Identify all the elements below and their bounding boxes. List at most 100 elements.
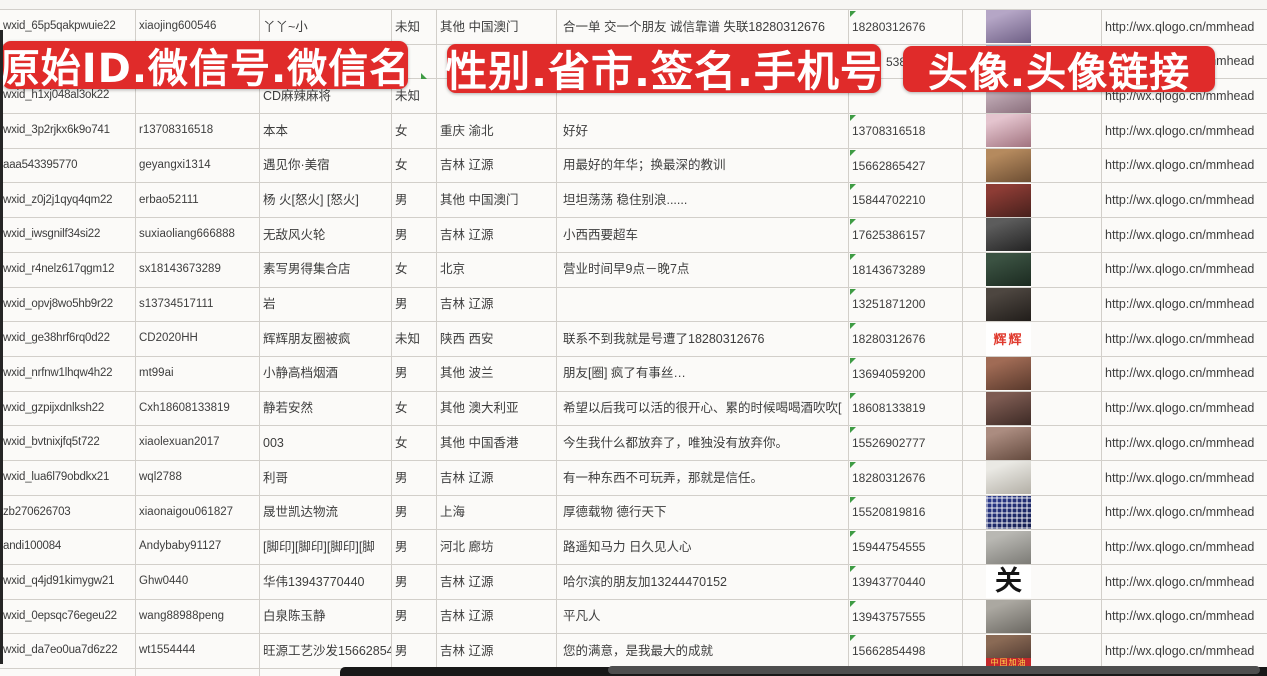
cell-original-id[interactable]: wxid_nrfnw1lhqw4h22 <box>0 356 136 391</box>
cell-wechat-name[interactable]: 丫丫~小 <box>260 10 392 44</box>
cell-region[interactable]: 吉林 辽源 <box>437 218 557 252</box>
cell-phone[interactable]: 18143673289 <box>849 252 963 287</box>
cell-gender[interactable]: 男 <box>392 287 437 322</box>
cell-wechat-id[interactable]: wang88988peng <box>136 599 260 634</box>
cell-original-id[interactable]: wxid_65p5qakpwuie22 <box>0 10 136 44</box>
cell-signature[interactable]: 营业时间早9点－晚7点 <box>557 252 849 287</box>
cell-region[interactable]: 吉林 辽源 <box>437 287 557 322</box>
cell-phone[interactable]: 15520819816 <box>849 495 963 530</box>
cell-wechat-name[interactable]: 无敌风火轮 <box>260 218 392 252</box>
cell-region[interactable]: 吉林 辽源 <box>437 565 557 599</box>
cell-region[interactable]: 其他 波兰 <box>437 356 557 391</box>
cell-original-id[interactable]: wxid_h1xj048al3ok22 <box>0 79 136 114</box>
cell-signature[interactable]: 朋友[圈] 疯了有事丝… <box>557 356 849 391</box>
cell-wechat-id[interactable]: wql2788 <box>136 460 260 495</box>
cell-wechat-name[interactable]: [脚印][脚印][脚印][脚 <box>260 530 392 564</box>
cell-avatar[interactable] <box>963 599 1102 634</box>
cell-signature[interactable]: 您的满意，是我最大的成就 <box>557 634 849 669</box>
cell-wechat-id[interactable]: s13734517111 <box>136 287 260 322</box>
cell-region[interactable]: 吉林 辽源 <box>437 460 557 495</box>
cell-wechat-id[interactable]: xiaolexuan2017 <box>136 426 260 460</box>
cell-phone[interactable]: 15526902777 <box>849 426 963 460</box>
cell-gender[interactable]: 男 <box>392 356 437 391</box>
cell-avatar-url[interactable]: http://wx.qlogo.cn/mmhead <box>1105 88 1255 103</box>
cell-wechat-id[interactable]: Andybaby91127 <box>136 530 260 564</box>
cell-wechat-name[interactable]: 遇见你·美宿 <box>260 148 392 183</box>
cell-signature[interactable]: 今生我什么都放弃了，唯独没有放弃你。 <box>557 426 849 460</box>
cell-wechat-id[interactable]: CD2020HH <box>136 322 260 356</box>
cell-gender[interactable]: 男 <box>392 634 437 669</box>
cell-signature[interactable]: 小西西要超车 <box>557 218 849 252</box>
cell-gender[interactable]: 未知 <box>392 79 437 114</box>
cell-phone[interactable]: 13251871200 <box>849 287 963 322</box>
cell-region[interactable]: 其他 澳大利亚 <box>437 391 557 426</box>
cell-wechat-id[interactable]: mt99ai <box>136 356 260 391</box>
cell-avatar-url[interactable]: http://wx.qlogo.cn/mmhead <box>1105 643 1255 658</box>
cell-region[interactable]: 陕西 西安 <box>437 322 557 356</box>
cell-phone[interactable]: 15662865427 <box>849 148 963 183</box>
cell-region[interactable]: 河北 廊坊 <box>437 530 557 564</box>
cell-wechat-name[interactable]: 利哥 <box>260 460 392 495</box>
cell-gender[interactable]: 未知 <box>392 10 437 44</box>
cell-avatar[interactable]: 中国加油 <box>963 634 1102 669</box>
cell-avatar-url[interactable]: http://wx.qlogo.cn/mmhead <box>1105 609 1255 624</box>
cell-wechat-id[interactable]: erbao52111 <box>136 183 260 218</box>
cell-region[interactable]: 上海 <box>437 495 557 530</box>
cell-original-id[interactable]: andi100084 <box>0 530 136 564</box>
cell-signature[interactable]: 有一种东西不可玩弄，那就是信任。 <box>557 460 849 495</box>
cell-original-id[interactable]: wxid_ge38hrf6rq0d22 <box>0 322 136 356</box>
cell-original-id[interactable]: wxid_r4nelz617qgm12 <box>0 252 136 287</box>
cell-gender[interactable]: 女 <box>392 148 437 183</box>
cell-signature[interactable]: 坦坦荡荡 稳住别浪...... <box>557 183 849 218</box>
cell-original-id[interactable]: wxid_z0j2j1qyq4qm22 <box>0 183 136 218</box>
cell-gender[interactable]: 男 <box>392 599 437 634</box>
cell-wechat-name[interactable]: 素写男得集合店 <box>260 252 392 287</box>
cell-avatar-url[interactable]: http://wx.qlogo.cn/mmhead <box>1105 366 1255 381</box>
cell-wechat-name[interactable]: 晟世凯达物流 <box>260 495 392 530</box>
cell-original-id[interactable]: aaa543395770 <box>0 148 136 183</box>
cell-gender[interactable] <box>392 44 437 79</box>
cell-wechat-id[interactable]: r13708316518 <box>136 114 260 148</box>
cell-wechat-name[interactable]: 岩 <box>260 287 392 322</box>
cell-avatar[interactable]: 辉辉 <box>963 322 1102 356</box>
cell-phone[interactable]: 13694059200 <box>849 356 963 391</box>
cell-original-id[interactable]: wxid_0epsqc76egeu22 <box>0 599 136 634</box>
cell-signature[interactable]: 用最好的年华；换最深的教训 <box>557 148 849 183</box>
cell-avatar[interactable] <box>963 218 1102 252</box>
cell-avatar[interactable] <box>963 114 1102 148</box>
cell-region[interactable]: 吉林 辽源 <box>437 599 557 634</box>
cell-signature[interactable]: 合一单 交一个朋友 诚信靠谱 失联18280312676 <box>557 10 849 44</box>
cell-avatar[interactable] <box>963 460 1102 495</box>
cell-wechat-name[interactable]: 003 <box>260 426 392 460</box>
cell-avatar-url[interactable]: http://wx.qlogo.cn/mmhead <box>1105 539 1255 554</box>
cell-original-id[interactable]: wxid_da7eo0ua7d6z22 <box>0 634 136 669</box>
cell-gender[interactable]: 男 <box>392 218 437 252</box>
cell-wechat-id[interactable]: Ghw0440 <box>136 565 260 599</box>
cell-phone[interactable]: 17625386157 <box>849 218 963 252</box>
cell-gender[interactable]: 男 <box>392 565 437 599</box>
cell-wechat-id[interactable]: suxiaoliang666888 <box>136 218 260 252</box>
cell-wechat-name[interactable]: 华伟13943770440 <box>260 565 392 599</box>
cell-avatar-url[interactable]: http://wx.qlogo.cn/mmhead <box>1105 262 1255 277</box>
cell-phone[interactable]: 15662854498 <box>849 634 963 669</box>
cell-wechat-id[interactable]: geyangxi1314 <box>136 148 260 183</box>
cell-avatar-url[interactable]: http://wx.qlogo.cn/mmhead <box>1105 401 1255 416</box>
cell-avatar[interactable] <box>963 148 1102 183</box>
cell-wechat-name[interactable]: 杨 火[怒火] [怒火] <box>260 183 392 218</box>
cell-original-id[interactable]: wxid_lua6l79obdkx21 <box>0 460 136 495</box>
cell-region[interactable]: 吉林 辽源 <box>437 148 557 183</box>
cell-signature[interactable]: 哈尔滨的朋友加13244470152 <box>557 565 849 599</box>
cell-signature[interactable]: 厚德载物 德行天下 <box>557 495 849 530</box>
cell-gender[interactable]: 男 <box>392 495 437 530</box>
cell-avatar[interactable] <box>963 391 1102 426</box>
cell-avatar-url[interactable]: http://wx.qlogo.cn/mmhead <box>1105 435 1255 450</box>
cell-phone[interactable]: 13943770440 <box>849 565 963 599</box>
cell-wechat-id[interactable] <box>136 79 260 114</box>
cell-signature[interactable]: 平凡人 <box>557 599 849 634</box>
cell-wechat-id[interactable]: Cxh18608133819 <box>136 391 260 426</box>
cell-region[interactable]: 其他 中国澳门 <box>437 183 557 218</box>
cell-avatar-url[interactable]: http://wx.qlogo.cn/mmhead <box>1105 193 1255 208</box>
cell-wechat-id[interactable]: sx18143673289 <box>136 252 260 287</box>
cell-gender[interactable]: 男 <box>392 183 437 218</box>
cell-phone[interactable]: 18280312676 <box>849 322 963 356</box>
